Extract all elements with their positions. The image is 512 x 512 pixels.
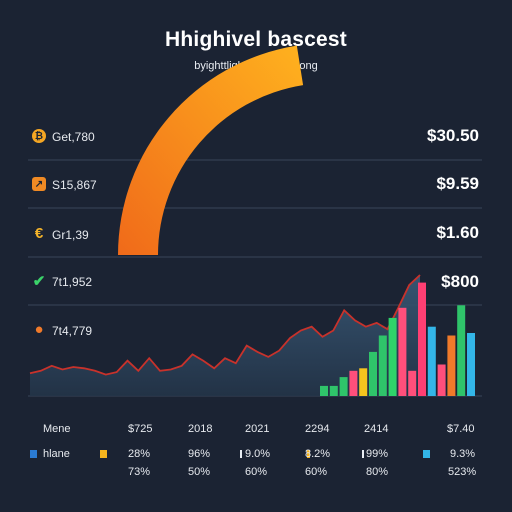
row-3-price: $1.60 [436,223,479,242]
bar [320,385,328,396]
row-4-label: 7t1,952 [52,275,93,289]
table-header-col-5: 2414 [364,423,389,435]
legend-swatch-cyan [423,450,430,458]
row-3-label: Gr1,39 [52,228,89,242]
table-header-col-3: 2021 [245,423,270,435]
table-row-1-col-3: 9.0% [245,448,271,460]
bar [437,364,446,396]
bar [447,335,456,396]
page-title: Hhighivel bascest [165,28,347,51]
area-series [29,274,421,396]
legend-swatch-white-1 [240,450,242,458]
bar [418,282,426,396]
legend-swatch-white-2 [362,450,364,458]
bar [369,351,377,396]
legend-swatch-yellow-2 [307,450,310,458]
bar [408,370,417,396]
table-header-col-1: $725 [128,423,153,435]
table-row-2-col-3: 60% [245,466,268,478]
orange-square-icon: ↗ [32,177,46,191]
table-row-1-label: hlane [43,448,70,460]
euro-icon: € [34,224,44,242]
bitcoin-icon: ₿ [32,129,46,143]
bar [467,333,475,396]
bar [388,317,397,396]
table-header-col-4: 2294 [305,423,330,435]
table-header-col-6: $7.40 [447,423,475,435]
table-row-2-col-2: 50% [188,466,211,478]
row-1-price: $30.50 [427,126,479,145]
table-row-2-col-4: 60% [305,466,328,478]
gauge [118,45,304,255]
bar [427,326,436,396]
bar [339,377,348,396]
bar [329,385,338,396]
table-row-1-col-4: 8.2% [305,448,331,460]
check-icon: ✔ [32,273,46,290]
bar [378,335,387,396]
table-row-1-col-5: 99% [366,448,389,460]
bar [457,305,466,396]
row-5-label: 7t4,779 [52,324,93,338]
area-fill [30,275,420,396]
legend-swatch-yellow [100,450,107,458]
row-1-label: Get,780 [52,130,95,144]
table-header-col-2: 2018 [188,423,213,435]
table-row-2-col-1: 73% [128,466,151,478]
table-header-label: Mene [43,423,71,435]
table-row-1-col-1: 28% [128,448,151,460]
table-row-1-col-6: 9.3% [450,448,476,460]
pin-icon: ● [34,320,44,338]
table-row-2-col-5: 80% [366,466,389,478]
bar-series [320,282,475,396]
bar [359,368,368,396]
table-row-2-col-6: 523% [448,466,477,478]
bar [398,307,407,396]
legend-swatch-blue [30,450,37,458]
bar [349,370,358,396]
series-line [29,274,421,376]
gauge-arc [118,45,304,255]
row-2-price: $9.59 [436,174,479,193]
row-4-price: $800 [441,272,479,291]
table-row-1-col-2: 96% [188,448,211,460]
row-2-label: S15,867 [52,178,97,192]
